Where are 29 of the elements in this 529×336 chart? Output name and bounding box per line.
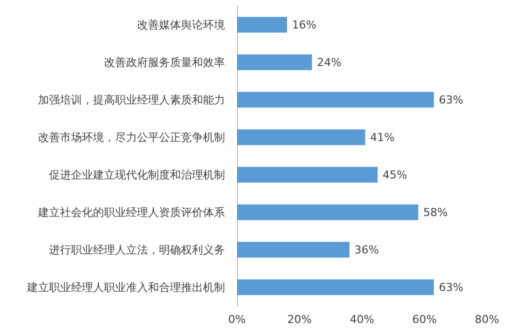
bar (237, 92, 434, 108)
y-tick-label: 改善媒体舆论环境 (137, 18, 225, 32)
data-label: 24% (317, 56, 342, 69)
data-label: 45% (382, 168, 408, 182)
x-tick-label: 0% (228, 313, 246, 326)
x-tick-label: 80% (474, 313, 500, 326)
y-tick-label: 进行职业经理人立法，明确权利义务 (49, 243, 225, 256)
bar (237, 54, 312, 70)
bar (237, 204, 418, 220)
bar (237, 279, 434, 296)
x-tick-label: 40% (350, 313, 374, 326)
data-label: 63% (438, 280, 464, 294)
data-label: 16% (292, 18, 316, 32)
y-tick-label: 建立职业经理人职业准入和合理推出机制 (26, 280, 225, 294)
data-label: 63% (438, 93, 464, 106)
y-tick-label: 加强培训，提高职业经理人素质和能力 (38, 93, 225, 106)
y-tick-label: 改善市场环境，尽力公平公正竞争机制 (38, 130, 225, 144)
y-tick-label: 促进企业建立现代化制度和治理机制 (49, 168, 225, 182)
data-label: 41% (370, 130, 395, 144)
bar (237, 166, 378, 183)
y-tick-label: 建立社会化的职业经理人资质评价体系 (37, 206, 225, 219)
data-label: 36% (354, 243, 379, 256)
bar (237, 242, 350, 258)
bar (237, 129, 366, 146)
y-tick-label: 改善政府服务质量和效率 (104, 56, 225, 69)
data-label: 58% (423, 206, 448, 219)
x-tick-label: 20% (287, 313, 312, 326)
x-tick-label: 60% (412, 313, 437, 326)
bar (237, 16, 287, 33)
